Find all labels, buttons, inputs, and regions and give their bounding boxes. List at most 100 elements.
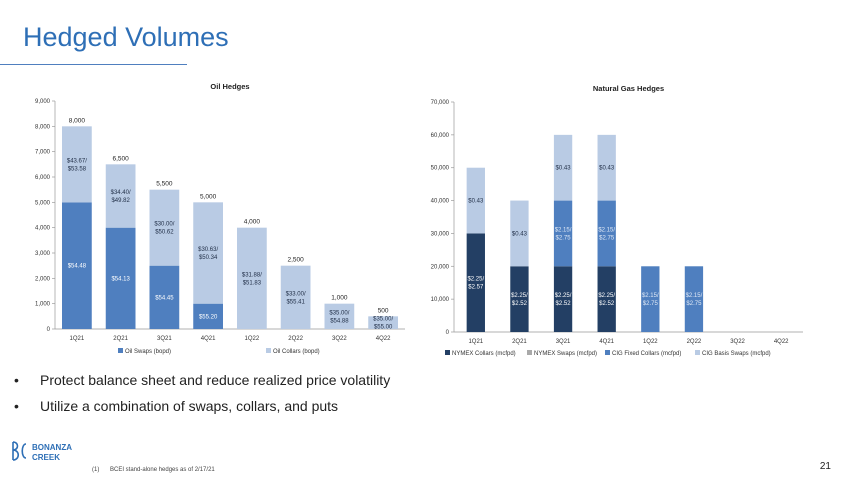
data-label: $55.20 (199, 314, 218, 320)
bar-segment (62, 202, 92, 329)
bar-segment (280, 265, 311, 329)
data-label: $2.25/ (467, 277, 484, 283)
bar-segment (193, 303, 223, 329)
bar-segment (62, 126, 92, 203)
data-label: $2.75 (686, 301, 702, 307)
data-label: $0.43 (599, 166, 615, 172)
y-tick-label: 30,000 (431, 231, 450, 237)
page-title: Hedged Volumes (23, 22, 229, 52)
data-label: $0.43 (512, 231, 528, 237)
y-tick-label: 0 (47, 327, 51, 333)
bar-segment (466, 233, 485, 332)
bullet-marker: • (14, 398, 19, 414)
bullet-marker: • (14, 372, 19, 388)
footnote-text: BCEI stand-alone hedges as of 2/17/21 (110, 467, 215, 473)
title-underline (0, 64, 187, 65)
x-tick-label: 4Q22 (774, 339, 789, 345)
y-tick-label: 8,000 (35, 124, 51, 130)
bar-total-label: 4,000 (244, 219, 261, 226)
bullet-text: Utilize a combination of swaps, collars,… (40, 398, 339, 414)
data-label: $2.15/ (598, 227, 615, 233)
legend-swatch (118, 348, 123, 353)
y-tick-label: 50,000 (431, 166, 450, 172)
data-label: $2.15/ (555, 227, 572, 233)
bar-total-label: 2,500 (287, 257, 304, 264)
data-label: $2.75 (643, 301, 659, 307)
y-tick-label: 6,000 (35, 175, 51, 181)
legend-label: Oil Collars (bopd) (273, 349, 320, 355)
bar-segment (641, 266, 660, 332)
page-number: 21 (819, 461, 831, 472)
bar-segment (553, 200, 573, 267)
legend-swatch (605, 350, 610, 355)
bar-total-label: 8,000 (69, 117, 86, 124)
bar-total-label: 6,500 (112, 155, 129, 162)
bar-total-label: 500 (378, 307, 389, 314)
data-label: $2.25/ (598, 293, 615, 299)
data-label: $2.25/ (511, 293, 528, 299)
data-label: $2.75 (599, 235, 615, 241)
bar-segment (237, 227, 267, 329)
data-label: $35.00/ (373, 317, 393, 323)
chart-title: Oil Hedges (210, 82, 249, 91)
footnote-number: (1) (92, 467, 100, 473)
bar-segment (105, 227, 136, 329)
x-tick-label: 3Q22 (730, 339, 745, 345)
data-label: $30.63/ (198, 247, 218, 253)
bullet-item: • Protect balance sheet and reduce realiz… (14, 371, 390, 397)
data-label: $2.52 (556, 301, 572, 307)
bar-total-label: 1,000 (331, 295, 348, 302)
y-tick-label: 1,000 (35, 302, 51, 308)
x-tick-label: 4Q21 (201, 336, 216, 342)
y-tick-label: 9,000 (35, 99, 51, 105)
bar-segment (510, 266, 529, 332)
data-label: $54.13 (111, 276, 130, 282)
bar-segment (466, 167, 485, 234)
bar-segment (193, 202, 223, 304)
data-label: $2.75 (556, 235, 572, 241)
x-tick-label: 1Q21 (468, 339, 483, 345)
data-label: $34.40/ (111, 190, 131, 196)
chart-title: Natural Gas Hedges (593, 84, 664, 93)
data-label: $2.15/ (686, 293, 703, 299)
bullet-text: Protect balance sheet and reduce realize… (40, 372, 391, 388)
bar-segment (149, 265, 180, 329)
data-label: $33.00/ (286, 291, 306, 297)
data-label: $50.62 (155, 230, 174, 236)
legend-label: Oil Swaps (bopd) (125, 349, 171, 355)
y-tick-label: 0 (446, 330, 450, 336)
data-label: $43.67/ (67, 158, 87, 164)
data-label: $2.52 (512, 301, 528, 307)
data-label: $54.88 (330, 318, 349, 324)
footnote: (1) BCEI stand-alone hedges as of 2/17/21 (92, 467, 215, 473)
legend-swatch (445, 350, 450, 355)
logo-text-line2: CREEK (32, 453, 60, 462)
bar-segment (553, 266, 573, 332)
x-tick-label: 1Q22 (643, 339, 658, 345)
y-tick-label: 60,000 (431, 133, 450, 139)
data-label: $0.43 (468, 199, 484, 205)
y-tick-label: 20,000 (431, 264, 450, 270)
data-label: $30.00/ (154, 222, 174, 228)
bar-segment (684, 266, 704, 332)
company-logo: BONANZA CREEK (12, 441, 72, 462)
oil-hedges-chart: Oil Hedges 0 1,000 2,000 3,000 4,000 5,000 6,00… (35, 82, 405, 355)
legend-label: NYMEX Swaps (mcfpd) (534, 351, 597, 357)
y-tick-label: 10,000 (431, 297, 450, 303)
y-tick-label: 7,000 (35, 150, 51, 156)
bar-segment (368, 316, 398, 329)
logo-text-line1: BONANZA (32, 443, 72, 452)
bar-segment (553, 134, 573, 201)
data-label: $51.83 (243, 280, 262, 286)
data-label: $31.88/ (242, 272, 262, 278)
legend-swatch (266, 348, 271, 353)
data-label: $55.00 (374, 325, 393, 331)
y-tick-label: 2,000 (35, 276, 51, 282)
y-tick-label: 4,000 (35, 226, 51, 232)
bullet-item: • Utilize a combination of swaps, collars… (14, 397, 390, 423)
data-label: $49.82 (111, 198, 130, 204)
data-label: $54.48 (68, 264, 87, 270)
data-label: $0.43 (556, 166, 572, 172)
data-label: $35.00/ (329, 310, 349, 316)
legend-label: NYMEX Collars (mcfpd) (452, 351, 516, 357)
